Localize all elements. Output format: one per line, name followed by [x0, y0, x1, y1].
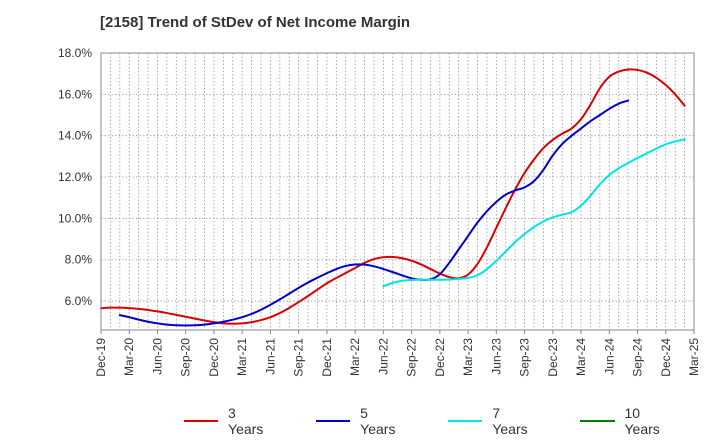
x-tick-label: Jun-24: [602, 338, 616, 375]
x-tick-label: Dec-19: [94, 338, 108, 377]
chart-title: [2158] Trend of StDev of Net Income Marg…: [100, 14, 411, 31]
axis-layer: [100, 52, 695, 334]
x-tick-label: Dec-20: [207, 338, 221, 377]
series-line-7-years: [382, 138, 686, 288]
y-tick-label: 18.0%: [58, 46, 92, 60]
x-tick-label: Jun-21: [263, 338, 277, 375]
x-tick-label: Mar-23: [461, 338, 475, 376]
x-tick-label: Jun-22: [376, 338, 390, 375]
series-layer: [100, 68, 686, 327]
x-tick-label: Dec-23: [546, 338, 560, 377]
x-tick-label: Sep-23: [518, 338, 532, 377]
legend-item-5-years: 5 Years: [316, 405, 404, 437]
series-line-5-years: [118, 99, 630, 327]
legend-item-7-years: 7 Years: [448, 405, 536, 437]
x-tick-label: Dec-24: [659, 338, 673, 377]
legend-swatch: [448, 420, 483, 422]
y-tick-label: 8.0%: [65, 253, 93, 267]
legend-item-3-years: 3 Years: [184, 405, 272, 437]
x-tick-label: Jun-20: [150, 338, 164, 375]
legend-label: 3 Years: [228, 405, 264, 437]
y-tick-labels: 6.0% 8.0% 10.0% 12.0% 14.0% 16.0% 18.0%: [58, 46, 92, 308]
x-tick-label: Mar-21: [235, 338, 249, 376]
y-tick-label: 10.0%: [58, 211, 92, 225]
x-tick-label: Mar-22: [348, 338, 362, 376]
x-tick-label: Sep-24: [631, 338, 645, 377]
series-line-3-years: [100, 68, 686, 325]
legend-item-10-years: 10 Years: [580, 405, 676, 437]
plot-frame: [100, 52, 695, 331]
legend: 3 Years 5 Years 7 Years 10 Years: [184, 405, 720, 437]
y-tick-label: 16.0%: [58, 87, 92, 101]
legend-swatch: [316, 420, 351, 422]
x-tick-label: Mar-25: [687, 338, 701, 376]
grid-layer: [101, 52, 694, 330]
x-tick-label: Dec-22: [433, 338, 447, 377]
y-tick-label: 12.0%: [58, 170, 92, 184]
legend-label: 7 Years: [492, 405, 528, 437]
x-tick-label: Sep-22: [405, 338, 419, 377]
x-tick-label: Sep-20: [179, 338, 193, 377]
x-tick-label: Dec-21: [320, 338, 334, 377]
y-tick-label: 14.0%: [58, 129, 92, 143]
x-tick-labels: Dec-19 Mar-20 Jun-20 Sep-20 Dec-20 Mar-21 Jun-…: [94, 338, 701, 377]
x-tick-label: Sep-21: [292, 338, 306, 377]
y-tick-label: 6.0%: [65, 294, 93, 308]
x-tick-label: Jun-23: [489, 338, 503, 375]
legend-swatch: [580, 420, 615, 422]
legend-swatch: [184, 420, 219, 422]
x-tick-label: Mar-20: [122, 338, 136, 376]
legend-label: 5 Years: [360, 405, 396, 437]
x-tick-label: Mar-24: [574, 338, 588, 376]
legend-label: 10 Years: [624, 405, 660, 437]
